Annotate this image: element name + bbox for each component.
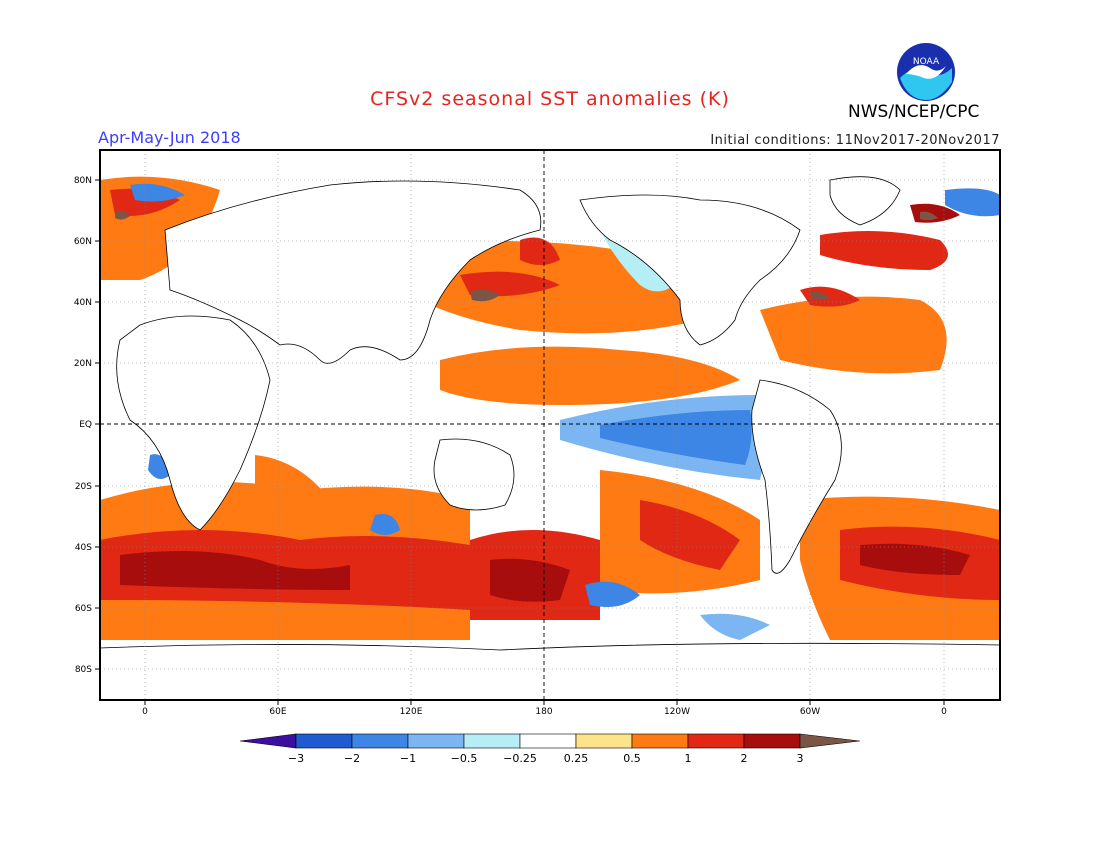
noaa-logo: NOAA [897, 43, 955, 101]
colorbar-label: −2 [344, 752, 360, 765]
organization-label: NWS/NCEP/CPC [848, 102, 980, 122]
colorbar-segment [463, 733, 521, 749]
colorbar-segment [519, 733, 577, 749]
initial-conditions-label: Initial conditions: 11Nov2017-20Nov2017 [710, 133, 1000, 148]
logo-text: NOAA [913, 57, 940, 67]
continents [100, 176, 1000, 700]
colorbar: −3 −2 −1 −0.5 −0.25 0.25 0.5 1 2 3 [239, 733, 861, 765]
colorbar-label: 0.25 [564, 752, 589, 765]
colorbar-min-triangle [239, 733, 297, 749]
longitude-axis: 0 60E 120E 180 120W 60W 0 [142, 700, 947, 717]
north-america-land [579, 194, 801, 346]
colorbar-segment [631, 733, 689, 749]
colorbar-segment [743, 733, 801, 749]
africa-land [116, 315, 271, 531]
antarctica-land [100, 642, 1000, 700]
lon-label: 0 [142, 707, 148, 717]
lat-label: 20N [74, 359, 92, 369]
map-frame [99, 149, 1001, 701]
colorbar-label: −3 [288, 752, 304, 765]
colorbar-max-triangle [799, 733, 861, 749]
lon-label: 180 [535, 707, 552, 717]
colorbar-label: −0.25 [503, 752, 537, 765]
lon-label: 120W [664, 707, 690, 717]
eurasia-land [164, 180, 542, 364]
lat-label: 60N [74, 237, 92, 247]
lon-label: 60E [269, 707, 286, 717]
lat-label: 60S [75, 604, 92, 614]
lat-label: 80S [75, 665, 92, 675]
colorbar-label: −1 [400, 752, 416, 765]
anomaly-field [100, 176, 1000, 640]
south-america-land [751, 379, 842, 574]
lat-label: EQ [79, 420, 92, 430]
colorbar-label: −0.5 [451, 752, 478, 765]
australia-land [433, 438, 515, 511]
lon-label: 0 [941, 707, 947, 717]
colorbar-segment [575, 733, 633, 749]
colorbar-segment [351, 733, 409, 749]
colorbar-segment [407, 733, 465, 749]
lat-label: 40S [75, 543, 92, 553]
lat-label: 20S [75, 482, 92, 492]
colorbar-label: 2 [741, 752, 748, 765]
lat-label: 80N [74, 176, 92, 186]
colorbar-segment [687, 733, 745, 749]
season-label: Apr-May-Jun 2018 [98, 128, 241, 147]
map-title: CFSv2 seasonal SST anomalies (K) [370, 88, 730, 110]
colorbar-label: 0.5 [623, 752, 641, 765]
colorbar-label: 3 [797, 752, 804, 765]
lon-label: 120E [400, 707, 423, 717]
colorbar-label: 1 [685, 752, 692, 765]
latitude-axis: 80N 60N 40N 20N EQ 20S 40S 60S 80S [74, 176, 100, 675]
greenland-land [829, 176, 901, 226]
lon-label: 60W [800, 707, 820, 717]
colorbar-segment [295, 733, 353, 749]
lat-label: 40N [74, 298, 92, 308]
